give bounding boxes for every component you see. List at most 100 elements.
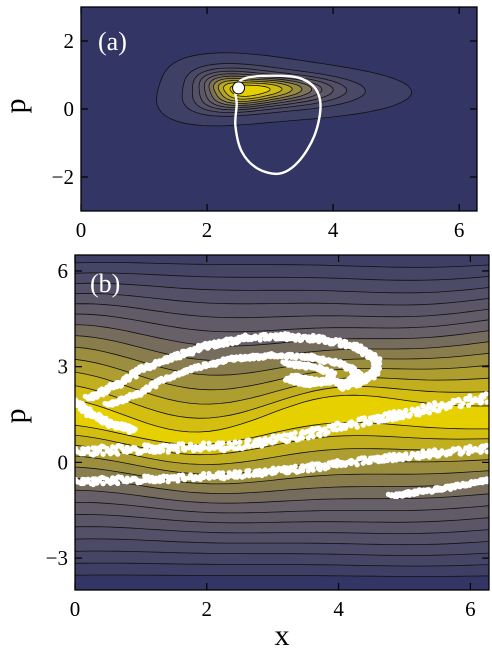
trajectory-point [348,423,354,429]
separatrix-curve [233,74,322,176]
trajectory-point [160,477,166,484]
trajectory-point [292,372,298,378]
trajectory-point [195,365,201,371]
trajectory-point [171,443,177,449]
trajectory-point [257,337,263,343]
trajectory-point [323,357,330,363]
x-tick-label: 4 [328,218,339,242]
panel-b: (b) 0 2 4 6 6 3 0 −3 p x [0,254,490,652]
trajectory-point [305,468,311,474]
panel-b-ylabel: p [0,409,32,424]
trajectory-point [338,385,344,391]
y-tick-label: −3 [46,546,68,570]
trajectory-point [188,472,194,478]
trajectory-point [188,441,194,447]
trajectory-point [298,434,304,440]
trajectory-point [338,426,344,432]
trajectory-point [324,337,330,343]
trajectory-point [317,433,323,439]
trajectory-point [273,467,280,473]
initial-point-marker [232,81,246,95]
trajectory-point [403,451,409,457]
trajectory-point [242,353,248,359]
trajectory-point [310,434,316,440]
trajectory-point [97,444,103,450]
trajectory-point [310,462,316,468]
trajectory-point [107,381,113,388]
trajectory-point [236,473,242,479]
trajectory-point [224,337,230,343]
trajectory-point [201,444,207,450]
trajectory-point [159,376,165,382]
trajectory-point [374,413,380,420]
y-tick-label: 2 [64,29,75,53]
trajectory-point [115,451,121,457]
trajectory-point [246,443,252,449]
trajectory-point [434,453,440,459]
trajectory-point [92,445,98,451]
y-tick-label: −2 [52,165,74,189]
x-tick-label: 0 [70,597,81,621]
trajectory-point [246,472,252,478]
trajectory-point [452,446,459,452]
x-tick-label: 0 [76,218,87,242]
trajectory-point [288,361,294,367]
trajectory-point [409,450,415,457]
trajectory-point [100,451,106,457]
x-tick-label: 6 [465,597,476,621]
trajectory-point [232,440,238,446]
trajectory-point [463,446,469,452]
panel-a: (a) 0 2 4 6 2 0 −2 p [0,6,478,242]
trajectory-point [426,410,432,416]
trajectory-point [224,341,230,348]
trajectory-point [299,463,306,469]
trajectory-point [237,469,243,475]
y-tick-label: 0 [64,97,75,121]
trajectory-point [232,469,238,475]
trajectory-point [134,447,140,453]
trajectory-point [217,471,223,478]
trajectory-point [356,416,362,422]
trajectory-point [467,393,473,399]
trajectory-point [206,440,212,446]
trajectory-point [171,372,178,378]
trajectory-point [216,338,222,344]
panel-a-ylabel: p [0,99,32,114]
trajectory-point [85,477,91,483]
trajectory-point [134,477,140,483]
trajectory-point [118,443,125,449]
trajectory-point [85,447,91,453]
trajectory-point [299,429,306,435]
trajectory-point [175,448,181,455]
trajectory-point [152,360,158,366]
trajectory-point [365,354,372,360]
trajectory-point [175,478,181,484]
y-tick-label: 0 [58,450,69,474]
trajectory-point [97,475,103,481]
trajectory-point [284,352,290,358]
trajectory-point [434,408,440,414]
trajectory-point [479,399,485,405]
trajectory-point [400,415,406,421]
trajectory-point [300,333,306,340]
trajectory-point [201,474,207,480]
trajectory-point [174,354,180,360]
trajectory-point [237,439,243,445]
trajectory-point [288,431,294,437]
x-tick-label: 4 [333,597,344,621]
trajectory-point [124,444,130,450]
trajectory-point [100,480,106,487]
trajectory-point [284,375,290,382]
y-tick-label: 6 [58,259,69,283]
trajectory-point [75,448,79,454]
trajectory-point [292,463,298,469]
trajectory-point [70,445,75,450]
trajectory-point [409,406,415,412]
trajectory-point [452,398,459,404]
trajectory-point [484,449,489,455]
trajectory-point [246,468,252,474]
trajectory-point [160,448,166,454]
panel-a-label: (a) [98,27,127,56]
trajectory-point [179,441,186,447]
